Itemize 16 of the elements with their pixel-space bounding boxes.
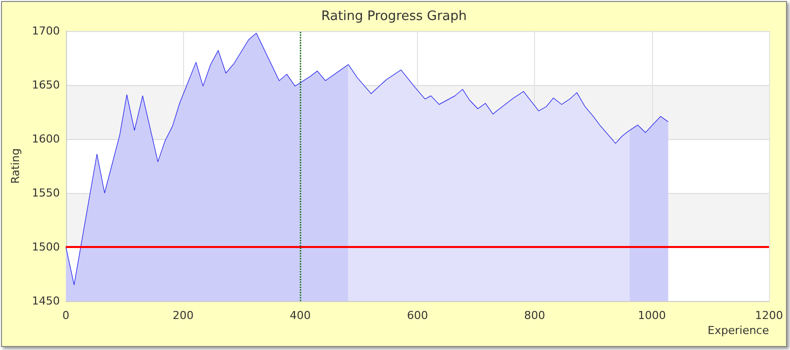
x-tick-label: 600 (406, 309, 428, 322)
chart-title: Rating Progress Graph (321, 9, 467, 24)
x-tick-label: 0 (62, 309, 70, 322)
y-axis-title: Rating (9, 148, 22, 184)
x-tick-label: 200 (172, 309, 194, 322)
x-axis-title: Experience (708, 324, 770, 337)
y-tick-label: 1650 (32, 78, 60, 92)
y-tick-label: 1600 (32, 132, 60, 146)
y-tick-label: 1450 (32, 294, 60, 308)
x-tick-label: 1000 (638, 309, 666, 322)
x-tick-label: 1200 (755, 309, 784, 322)
y-tick-label: 1700 (32, 24, 60, 38)
x-tick-label: 800 (524, 309, 546, 322)
x-tick-label: 400 (290, 309, 311, 322)
y-tick-label: 1500 (32, 240, 60, 254)
y-tick-label: 1550 (32, 186, 60, 200)
